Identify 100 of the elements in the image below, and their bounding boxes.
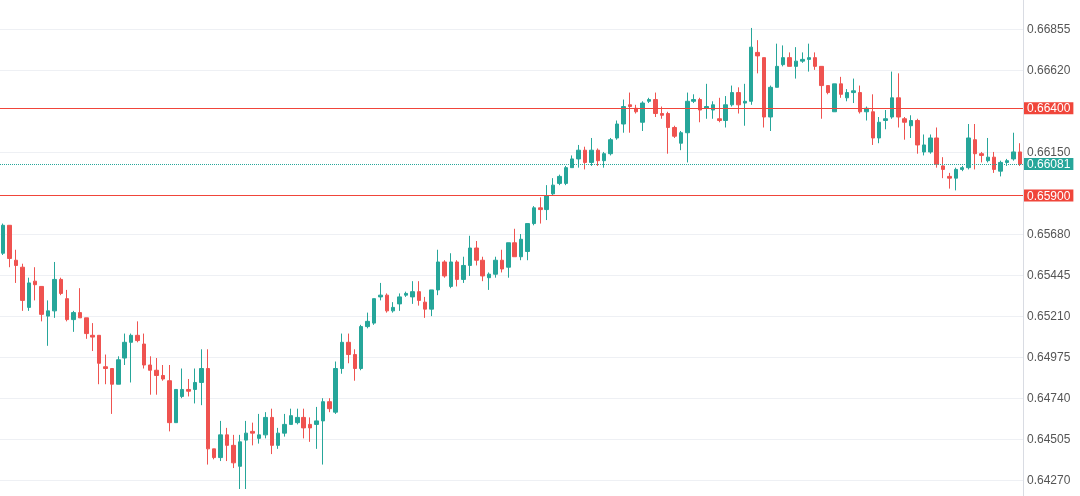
candlestick: [103, 354, 108, 385]
candlestick: [301, 408, 306, 439]
candlestick: [372, 298, 376, 326]
candlestick: [455, 259, 459, 287]
candlestick: [979, 151, 984, 163]
candlestick: [851, 78, 856, 104]
candlestick: [244, 420, 248, 490]
candlestick: [877, 116, 881, 144]
ref-line-label: 0.66081: [1027, 156, 1071, 171]
candlestick: [768, 85, 773, 132]
candlestick: [327, 397, 332, 413]
candlestick: [449, 252, 453, 289]
candlestick: [193, 368, 197, 404]
candlestick: [206, 348, 210, 466]
candlestick: [723, 95, 728, 128]
y-tick-label: 0.65210: [1027, 309, 1071, 324]
y-tick-label: 0.64270: [1027, 473, 1071, 488]
y-tick-label: 0.64505: [1027, 432, 1071, 447]
candlestick: [871, 93, 875, 146]
candlestick: [333, 361, 338, 415]
candlestick: [218, 420, 223, 462]
candlestick: [621, 99, 626, 134]
candlestick: [1, 223, 5, 256]
candlestick: [314, 406, 319, 450]
candlestick: [161, 364, 165, 382]
candlestick: [135, 320, 140, 343]
y-tick-label: 0.65445: [1027, 268, 1071, 283]
candlestick: [321, 397, 325, 466]
candlestick: [947, 172, 952, 190]
y-tick-label: 0.66855: [1027, 21, 1071, 36]
candlestick: [794, 46, 798, 80]
candlestick: [468, 235, 472, 277]
candlestick: [992, 151, 996, 174]
candlestick: [417, 280, 421, 307]
candlestick: [385, 292, 389, 314]
candlestick: [225, 427, 229, 462]
candlestick: [1011, 132, 1016, 162]
candlestick: [14, 249, 18, 284]
candlestick: [800, 51, 805, 64]
candlestick: [839, 76, 843, 99]
candlestick: [775, 43, 779, 88]
candlestick: [730, 85, 734, 108]
candlestick: [628, 92, 632, 134]
candlestick: [608, 137, 613, 156]
candlestick: [532, 205, 536, 226]
candlestick: [640, 100, 645, 132]
candlestick: [615, 120, 619, 141]
candlestick: [378, 282, 383, 301]
candlestick: [711, 100, 715, 120]
candlestick: [679, 130, 683, 151]
candlestick: [429, 289, 434, 317]
candlestick: [902, 116, 907, 141]
candlestick: [672, 125, 677, 139]
candlestick: [704, 83, 709, 120]
candlestick: [116, 355, 121, 385]
candlestick: [781, 44, 785, 67]
candlestick: [1018, 142, 1022, 167]
ref-line-label: 0.65900: [1027, 188, 1071, 203]
candlestick: [257, 413, 261, 445]
candlestick: [39, 285, 44, 322]
candlestick: [238, 434, 242, 490]
candlestick: [78, 287, 82, 319]
y-tick-label: 0.64975: [1027, 350, 1071, 365]
candlestick: [934, 126, 939, 169]
candlestick: [27, 277, 31, 312]
candlestick: [442, 259, 447, 279]
candlestick: [7, 224, 12, 268]
candlestick: [666, 111, 670, 155]
candlestick: [289, 408, 293, 425]
candlestick: [263, 411, 268, 439]
candlestick: [308, 416, 312, 443]
candlestick: [167, 364, 172, 432]
candlestick: [512, 228, 517, 258]
candlestick: [391, 301, 395, 314]
candlestick: [270, 408, 274, 455]
candlestick: [365, 312, 370, 329]
candlestick: [883, 109, 888, 130]
candlestick: [743, 83, 747, 127]
candlestick: [493, 256, 498, 279]
y-tick-label: 0.64740: [1027, 391, 1071, 406]
candlestick: [410, 280, 415, 305]
candlestick: [787, 51, 792, 67]
candlestick: [461, 256, 466, 284]
candlestick: [295, 408, 300, 425]
candlestick: [122, 333, 127, 366]
candlestick: [819, 65, 824, 120]
candlestick: [142, 333, 146, 370]
ref-line-label: 0.66400: [1027, 101, 1071, 116]
candlestick: [986, 137, 990, 163]
candlestick: [519, 233, 523, 261]
candlestick: [110, 368, 114, 415]
candlestick: [500, 249, 504, 273]
candlestick: [174, 388, 178, 424]
candlestick: [397, 292, 402, 312]
candlestick: [231, 434, 236, 469]
candlestick: [551, 177, 555, 197]
candlestick: [59, 277, 63, 296]
candlestick: [583, 146, 587, 170]
candlestick: [858, 85, 862, 115]
candlestick: [199, 348, 204, 406]
